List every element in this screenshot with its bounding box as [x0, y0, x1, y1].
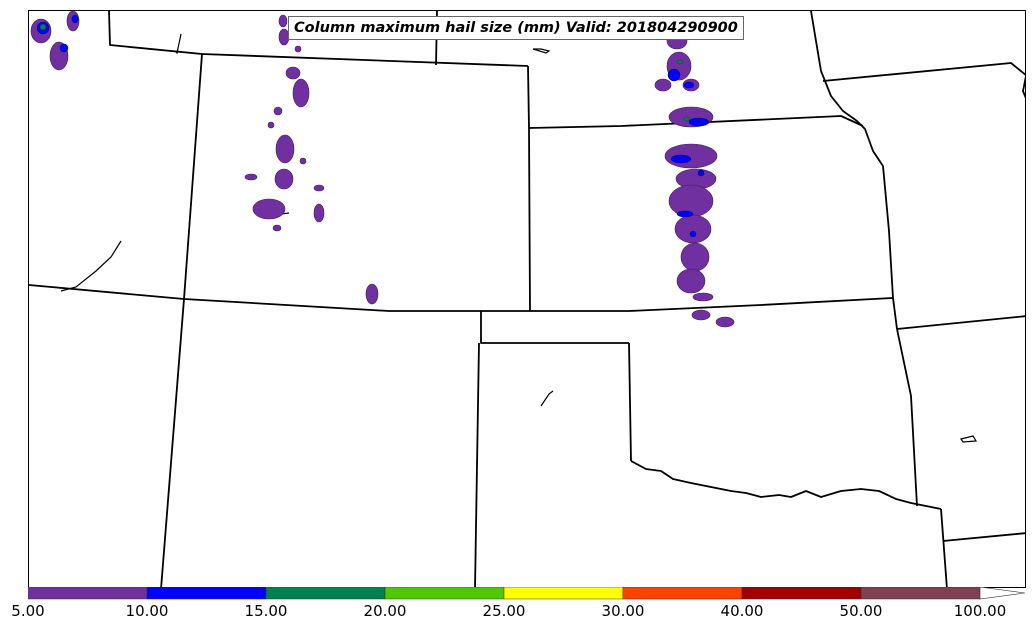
oklahoma-arkansas-border — [896, 328, 918, 507]
colorbar-tick-label: 15.00 — [244, 602, 288, 620]
iowa-east-border — [1022, 76, 1025, 99]
reservoir-2 — [540, 390, 554, 407]
colorbar-segment-7 — [741, 587, 862, 600]
colorbar-segment-1 — [28, 587, 148, 600]
reservoir-1 — [60, 240, 122, 292]
colorbar-segment-4 — [384, 587, 505, 600]
colorbar-tick-label: 25.00 — [482, 602, 526, 620]
colorbar-tick-label: 5.00 — [11, 602, 45, 620]
red-river — [630, 460, 942, 510]
colorado-utah-border — [160, 53, 203, 587]
oklahoma-west-border — [628, 342, 632, 462]
missouri-river — [810, 11, 884, 167]
colorbar-tick-label: 20.00 — [363, 602, 407, 620]
water-features — [60, 33, 978, 443]
colorado-kansas-border — [527, 65, 531, 312]
colorbar-segment-5 — [503, 587, 624, 600]
iowa-missouri-border — [822, 62, 1025, 82]
idaho-wyoming-border — [108, 11, 203, 55]
missouri-arkansas-border — [896, 315, 1025, 330]
southern-border — [29, 284, 894, 312]
river-1 — [174, 33, 182, 55]
colorbar-segment-2 — [146, 587, 267, 600]
oklahoma-panhandle-border — [480, 311, 629, 344]
texas-arkansas-border — [940, 508, 948, 587]
colorbar-segment-8 — [860, 587, 981, 600]
colorbar-segment-6 — [622, 587, 743, 600]
map-panel — [28, 10, 1026, 588]
colorbar-tick-label: 100.00 — [953, 602, 1007, 620]
lake-1 — [532, 48, 551, 54]
colorbar-segment-3 — [265, 587, 386, 600]
wyoming-colorado-border — [201, 53, 529, 67]
colorbar — [28, 587, 1026, 600]
lake-2 — [960, 435, 978, 443]
colorbar-tick-label: 40.00 — [720, 602, 764, 620]
kansas-missouri-border — [882, 165, 898, 330]
map-canvas — [29, 11, 1025, 587]
new-mexico-texas-border — [474, 342, 480, 587]
colorbar-tick-label: 30.00 — [601, 602, 645, 620]
hail-contours — [30, 11, 735, 328]
colorbar-tick-label: 10.00 — [125, 602, 169, 620]
nebraska-kansas-border — [528, 115, 864, 129]
colorbar-extend-arrow — [979, 587, 1026, 600]
colorbar-tick-label: 50.00 — [839, 602, 883, 620]
arkansas-louisiana-border — [942, 532, 1025, 542]
map-title: Column maximum hail size (mm) Valid: 201… — [288, 16, 744, 40]
state-borders — [29, 11, 1025, 587]
